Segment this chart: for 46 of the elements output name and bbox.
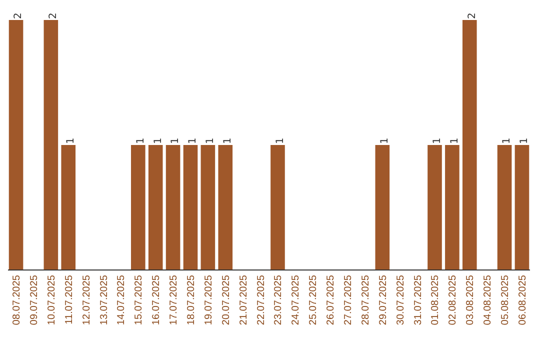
x-tick-label: 20.07.2025 — [220, 274, 232, 326]
x-tick-label: 25.07.2025 — [308, 274, 320, 326]
x-tick-label: 02.08.2025 — [448, 274, 459, 326]
data-label: 1 — [449, 138, 460, 144]
x-tick-label: 05.08.2025 — [500, 274, 512, 326]
data-label: 1 — [380, 138, 391, 144]
x-tick-label: 31.07.2025 — [412, 274, 424, 326]
data-label: 1 — [66, 138, 77, 144]
data-label: 1 — [152, 138, 164, 144]
x-tick-label: 10.07.2025 — [46, 274, 58, 326]
x-tick-label: 21.07.2025 — [238, 274, 250, 326]
x-tick-label: 17.07.2025 — [168, 274, 180, 326]
data-label: 1 — [274, 138, 286, 144]
x-tick-label: 15.07.2025 — [134, 274, 145, 326]
x-tick-label: 28.07.2025 — [360, 274, 372, 326]
x-tick-label: 13.07.2025 — [98, 274, 110, 326]
x-tick-label: 11.07.2025 — [64, 274, 75, 324]
data-label: 1 — [135, 138, 146, 144]
x-tick-label: 24.07.2025 — [290, 274, 302, 326]
x-tick-label: 22.07.2025 — [256, 274, 267, 326]
data-label: 2 — [13, 12, 24, 19]
data-label: 2 — [48, 12, 60, 19]
data-label: 1 — [170, 138, 182, 144]
x-tick-label: 30.07.2025 — [395, 274, 406, 326]
x-tick-label: 12.07.2025 — [81, 274, 92, 326]
data-label: 1 — [502, 138, 513, 144]
x-tick-label: 29.07.2025 — [378, 274, 389, 326]
x-tick-label: 08.07.2025 — [12, 274, 23, 326]
x-tick-label: 14.07.2025 — [116, 274, 128, 326]
x-tick-label: 27.07.2025 — [343, 274, 354, 326]
x-tick-label: 26.07.2025 — [326, 274, 337, 326]
x-tick-label: 09.07.2025 — [28, 274, 40, 326]
x-tick-label: 06.08.2025 — [517, 274, 528, 326]
x-tick-label: 16.07.2025 — [151, 274, 162, 326]
x-tick-label: 03.08.2025 — [465, 274, 476, 326]
x-tick-label: 04.08.2025 — [482, 274, 494, 326]
data-label: 1 — [432, 138, 443, 144]
data-label: 1 — [188, 138, 199, 144]
data-label: 2 — [466, 12, 478, 19]
x-tick-label: 18.07.2025 — [186, 274, 197, 326]
x-tick-label: 01.08.2025 — [430, 274, 442, 326]
data-label: 1 — [519, 138, 530, 144]
data-label: 1 — [222, 138, 234, 144]
x-tick-label: 23.07.2025 — [273, 274, 284, 326]
data-label: 1 — [205, 138, 216, 144]
x-tick-label: 19.07.2025 — [203, 274, 214, 326]
